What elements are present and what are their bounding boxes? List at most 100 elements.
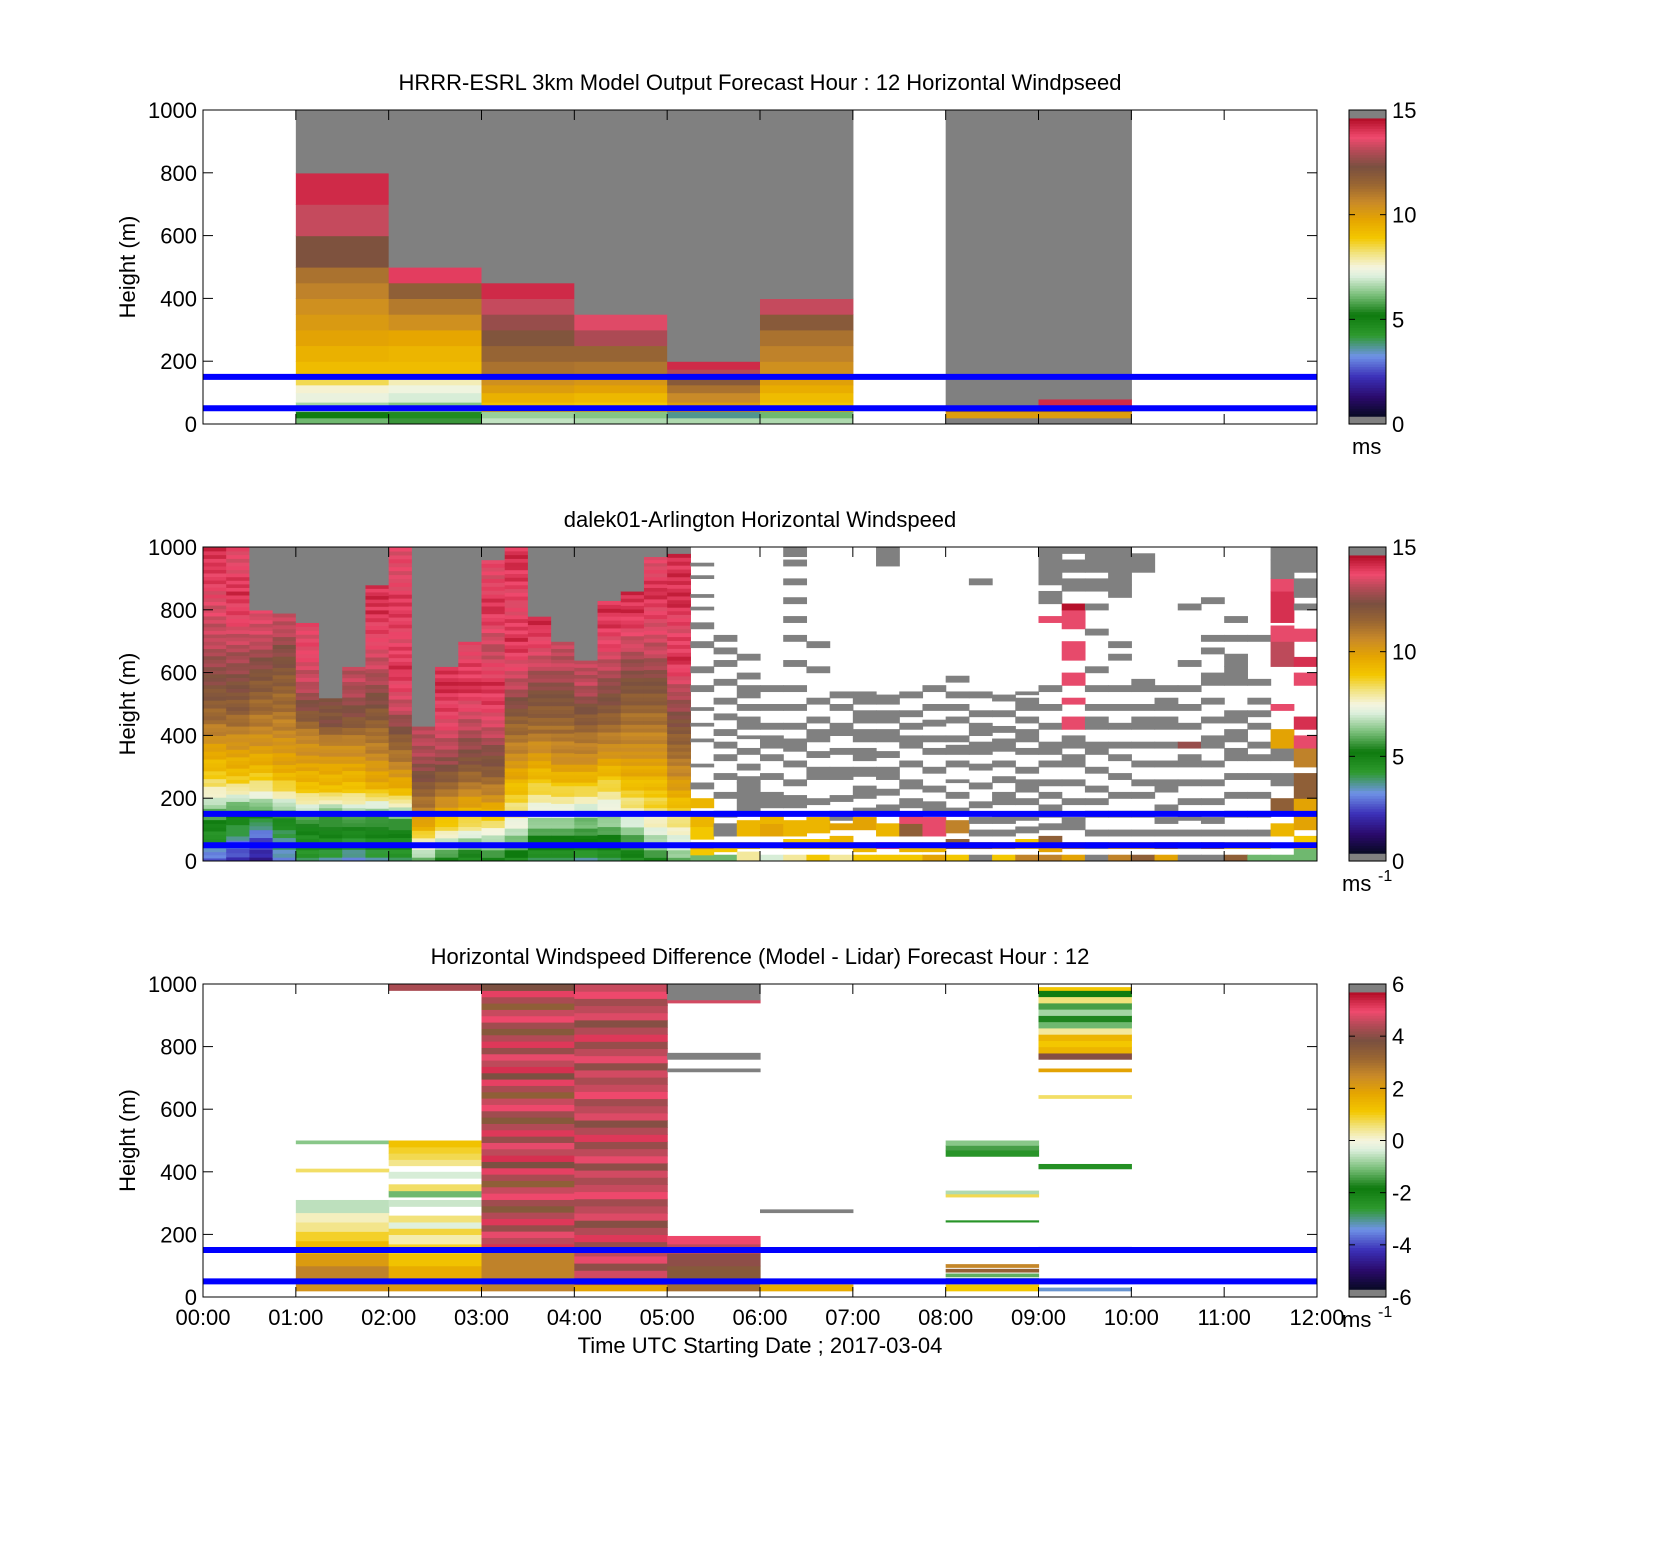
heatmap-cell [1038, 590, 1063, 605]
heatmap-cell [643, 826, 668, 832]
heatmap-cell [435, 788, 459, 794]
heatmap-cell [435, 752, 459, 758]
heatmap-cell [226, 714, 251, 719]
heatmap-cell [504, 700, 529, 705]
heatmap-cell [1108, 722, 1132, 730]
heatmap-cell [435, 700, 459, 705]
heatmap-cell [272, 696, 297, 701]
heatmap-cell [203, 800, 227, 806]
heatmap-cell [876, 694, 900, 705]
heatmap-cell [527, 624, 552, 630]
colorbar-swatch [1349, 1085, 1386, 1089]
heatmap-cell [713, 647, 738, 655]
heatmap-cell [620, 724, 645, 729]
heatmap-cell [388, 1140, 483, 1148]
heatmap-cell [365, 591, 390, 597]
colorbar-swatch [1349, 335, 1386, 339]
heatmap-cell [783, 685, 808, 693]
heatmap-cell [551, 693, 575, 699]
heatmap-cell [226, 718, 251, 723]
heatmap-cell [643, 665, 668, 671]
heatmap-cell [504, 756, 529, 762]
heatmap-cell [736, 653, 761, 661]
colorbar-swatch [1349, 1098, 1386, 1102]
heatmap-cell [481, 1098, 575, 1105]
heatmap-cell [203, 727, 227, 733]
heatmap-cell [643, 775, 668, 780]
heatmap-cell [226, 662, 251, 667]
heatmap-cell [643, 754, 668, 759]
heatmap-cell [295, 796, 320, 801]
heatmap-cell [295, 314, 390, 331]
heatmap-cell [713, 678, 738, 686]
heatmap-cell [1247, 678, 1272, 686]
heatmap-cell [504, 622, 529, 627]
colorbar-swatch [1349, 172, 1386, 177]
heatmap-cell [458, 792, 483, 797]
colorbar-swatch [1349, 711, 1386, 716]
heatmap-cell [527, 775, 552, 780]
colorbar-swatch [1349, 214, 1386, 218]
heatmap-cell [643, 641, 668, 647]
heatmap-cell [1038, 741, 1063, 755]
heatmap-cell [597, 696, 622, 702]
heatmap-cell [1038, 835, 1063, 843]
y-tick-label: 200 [160, 1222, 197, 1247]
colorbar-swatch [1349, 342, 1386, 347]
heatmap-cell [667, 1235, 761, 1245]
heatmap-cell [574, 1005, 668, 1014]
heatmap-cell [551, 648, 575, 653]
heatmap-cell [226, 729, 251, 735]
colorbar-swatch [1349, 842, 1386, 846]
heatmap-cell [1061, 697, 1086, 705]
heatmap-cell [713, 791, 738, 799]
heatmap-cell [1293, 747, 1317, 768]
heatmap-cell [319, 803, 343, 809]
colorbar-swatch [1349, 607, 1386, 611]
heatmap-cell [319, 737, 343, 743]
colorbar-swatch [1349, 361, 1386, 365]
heatmap-cell [597, 747, 622, 752]
heatmap-cell [620, 693, 645, 698]
heatmap-cell [435, 670, 459, 675]
heatmap-cell [203, 590, 227, 595]
heatmap-cell [295, 204, 390, 237]
heatmap-cell [899, 691, 924, 699]
heatmap-cell [295, 267, 390, 284]
heatmap-cell [295, 665, 320, 671]
heatmap-cell [481, 1212, 575, 1219]
heatmap-cell [365, 704, 390, 709]
x-tick-label: 01:00 [268, 1305, 323, 1330]
heatmap-cell [272, 648, 297, 653]
heatmap-cell [945, 1268, 1040, 1273]
heatmap-cell [203, 848, 227, 853]
heatmap-cell [574, 817, 599, 822]
heatmap-cell [574, 376, 668, 386]
heatmap-cell [458, 778, 483, 783]
colorbar-swatch [1349, 238, 1386, 242]
colorbar-swatch [1349, 353, 1386, 357]
heatmap-cell [481, 1060, 575, 1067]
colorbar-swatch [1349, 769, 1386, 773]
heatmap-cell [1015, 766, 1040, 774]
heatmap-cell [899, 722, 924, 730]
heatmap-cell [620, 838, 645, 843]
heatmap-cell [226, 832, 251, 837]
heatmap-cell [481, 578, 506, 583]
heatmap-cell [481, 1129, 575, 1137]
heatmap-cell [342, 796, 367, 801]
heatmap-cell [388, 741, 413, 747]
colorbar-tick-label: -6 [1392, 1285, 1412, 1310]
heatmap-cell [690, 763, 715, 768]
heatmap-cell [481, 708, 506, 713]
heatmap-cell [481, 1009, 575, 1017]
heatmap-cell [295, 1168, 390, 1173]
heatmap-cell [249, 664, 274, 670]
heatmap-cell [922, 719, 947, 727]
heatmap-cell [1270, 747, 1295, 762]
heatmap-cell [295, 770, 320, 775]
heatmap-cell [667, 754, 691, 759]
heatmap-cell [1270, 547, 1295, 561]
heatmap-cell [249, 695, 274, 700]
heatmap-cell [1293, 603, 1317, 611]
